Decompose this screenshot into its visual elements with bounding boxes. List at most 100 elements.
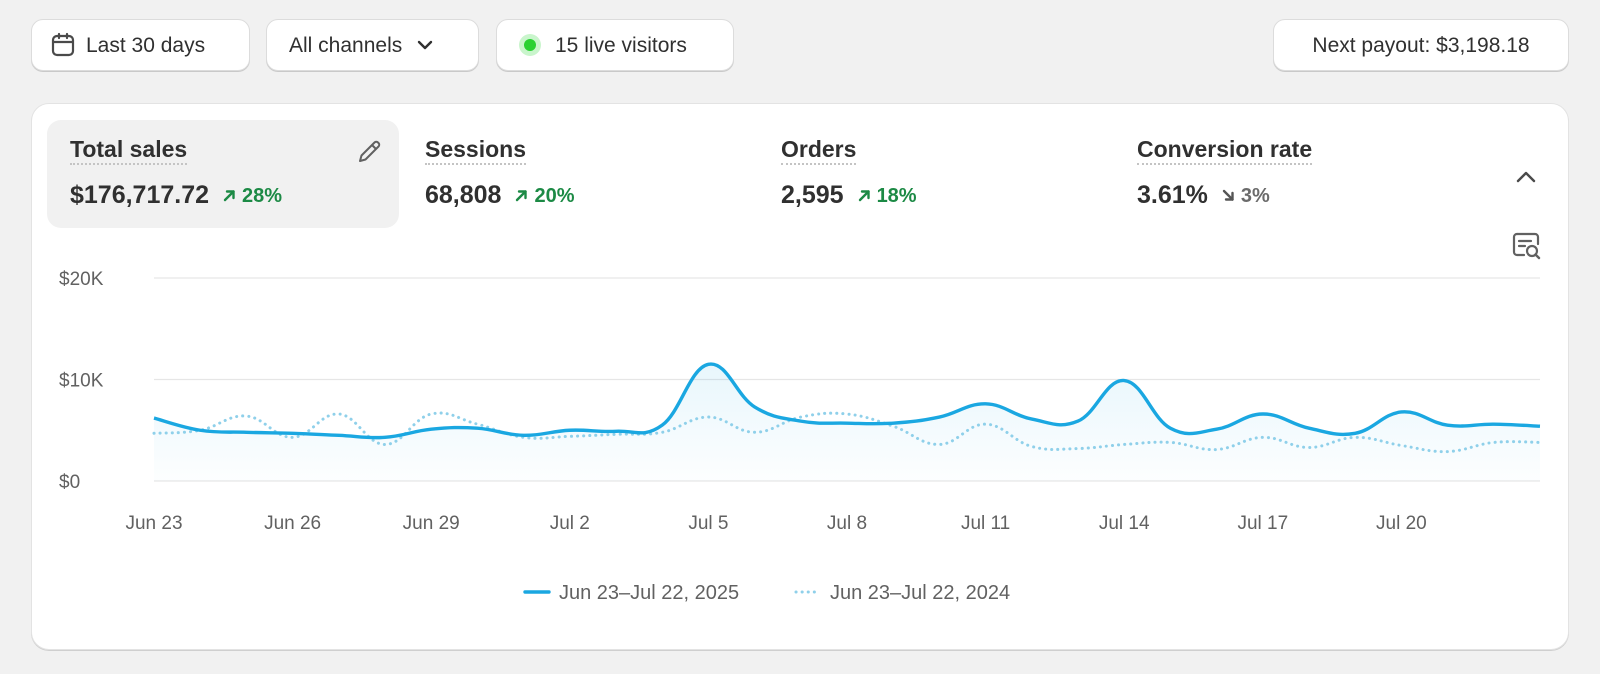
data-point-2025 [1077, 420, 1080, 423]
metric-delta: 28% [223, 185, 282, 207]
legend-label-2025: Jun 23–Jul 22, 2025 [559, 582, 739, 604]
data-point-2024 [938, 443, 941, 446]
data-point-2024 [1169, 441, 1172, 444]
arrow-up-right-icon [516, 190, 528, 202]
data-point-2024 [337, 413, 340, 416]
metric-value-text: 2,595 [781, 181, 844, 209]
data-point-2025 [1030, 418, 1033, 421]
x-tick-label: Jul 8 [827, 513, 867, 534]
metric-label: Sessions [425, 136, 526, 166]
metric-delta: 20% [515, 184, 575, 207]
data-point-2025 [291, 432, 294, 435]
chevron-up-icon[interactable] [1511, 162, 1541, 192]
data-point-2025 [1446, 424, 1449, 427]
x-tick-label: Jul 2 [550, 513, 590, 534]
data-point-2024 [1492, 441, 1495, 444]
metric-value: 3.61% 3% [1137, 181, 1270, 210]
data-point-2024 [384, 443, 387, 446]
data-point-2025 [892, 422, 895, 425]
arrow-down-right-icon [1222, 190, 1234, 201]
live-status-dot-icon [519, 34, 541, 56]
series-line-2025 [153, 362, 1541, 440]
y-tick-label: $0 [59, 472, 80, 493]
metric-delta-text: 18% [876, 184, 917, 207]
data-point-2024 [1446, 450, 1449, 453]
date-range-button[interactable]: Last 30 days [31, 19, 250, 71]
metric-value-text: 68,808 [425, 181, 502, 209]
data-point-2025 [1400, 410, 1403, 413]
data-point-2025 [799, 420, 802, 423]
data-point-2024 [476, 423, 479, 426]
series-line-2024 [152, 411, 1542, 454]
data-point-2025 [1261, 413, 1264, 416]
data-point-2025 [337, 434, 340, 437]
data-point-2025 [846, 422, 849, 425]
data-point-2024 [522, 436, 525, 439]
data-point-2024 [153, 432, 156, 435]
data-point-2024 [1539, 441, 1542, 444]
data-point-2024 [892, 425, 895, 428]
metric-label: Total sales [70, 136, 188, 166]
date-range-label: Last 30 days [86, 33, 206, 57]
data-point-2024 [846, 413, 849, 416]
data-point-2024 [199, 429, 202, 432]
sales-line-chart: $0 $10K $20K Jun 23 Jun 26 Jun 29 Jul 2 Jul 5 Ju… [59, 269, 1542, 604]
metric-conversion-rate[interactable]: Conversion rate 3.61% 3% [1114, 120, 1466, 228]
data-point-2024 [568, 435, 571, 438]
data-point-2024 [615, 433, 618, 436]
live-visitors-button[interactable]: 15 live visitors [496, 19, 734, 71]
metric-sessions[interactable]: Sessions 68,808 20% [402, 120, 754, 228]
metric-value: $176,717.72 28% [70, 181, 282, 210]
data-point-2024 [661, 431, 664, 434]
data-point-2024 [1215, 448, 1218, 451]
data-point-2025 [1354, 432, 1357, 435]
data-point-2024 [1354, 436, 1357, 439]
metric-delta: 3% [1222, 185, 1270, 207]
x-tick-label: Jun 23 [125, 513, 182, 534]
data-point-2025 [430, 428, 433, 431]
data-point-2024 [291, 436, 294, 439]
next-payout-label: Next payout: $3,198.18 [1312, 33, 1530, 57]
data-point-2025 [1539, 425, 1542, 428]
data-point-2024 [984, 423, 987, 426]
metric-value: 2,595 18% [781, 181, 917, 210]
data-point-2025 [615, 430, 618, 433]
data-point-2025 [984, 402, 987, 405]
x-tick-label: Jul 11 [961, 513, 1010, 534]
data-point-2024 [1261, 436, 1264, 439]
legend-label-2024: Jun 23–Jul 22, 2024 [830, 582, 1010, 604]
arrow-up-right-icon [858, 190, 870, 202]
x-tick-label: Jun 29 [403, 513, 460, 534]
metric-label: Conversion rate [1137, 136, 1313, 166]
x-tick-label: Jul 5 [688, 513, 728, 534]
data-point-2024 [753, 431, 756, 434]
data-point-2024 [1077, 447, 1080, 450]
metric-delta-text: 3% [1240, 184, 1270, 207]
data-point-2025 [1215, 428, 1218, 431]
data-point-2025 [476, 427, 479, 430]
metric-value-text: 3.61% [1137, 181, 1208, 209]
metric-value-text: $176,717.72 [70, 181, 210, 209]
data-point-2024 [1123, 443, 1126, 446]
metric-orders[interactable]: Orders 2,595 18% [758, 120, 1110, 228]
chat-search-icon[interactable] [1511, 230, 1543, 262]
metric-delta: 18% [858, 185, 917, 207]
data-point-2024 [707, 416, 710, 419]
series-area-2025 [154, 364, 1540, 481]
next-payout-button[interactable]: Next payout: $3,198.18 [1273, 19, 1569, 71]
data-point-2025 [1169, 427, 1172, 430]
data-point-2024 [1308, 446, 1311, 449]
data-point-2024 [799, 416, 802, 419]
data-point-2025 [938, 416, 941, 419]
live-visitors-label: 15 live visitors [555, 33, 687, 57]
metric-delta-text: 20% [534, 184, 575, 207]
data-point-2024 [430, 413, 433, 416]
x-tick-label: Jun 26 [264, 513, 321, 534]
data-point-2025 [753, 405, 756, 408]
metric-total-sales[interactable]: Total sales $176,717.72 28% [47, 120, 399, 228]
calendar-icon [51, 32, 75, 57]
channels-label: All channels [289, 33, 403, 57]
pencil-icon[interactable] [355, 138, 383, 166]
channels-dropdown[interactable]: All channels [266, 19, 479, 71]
y-tick-label: $20K [59, 269, 104, 290]
